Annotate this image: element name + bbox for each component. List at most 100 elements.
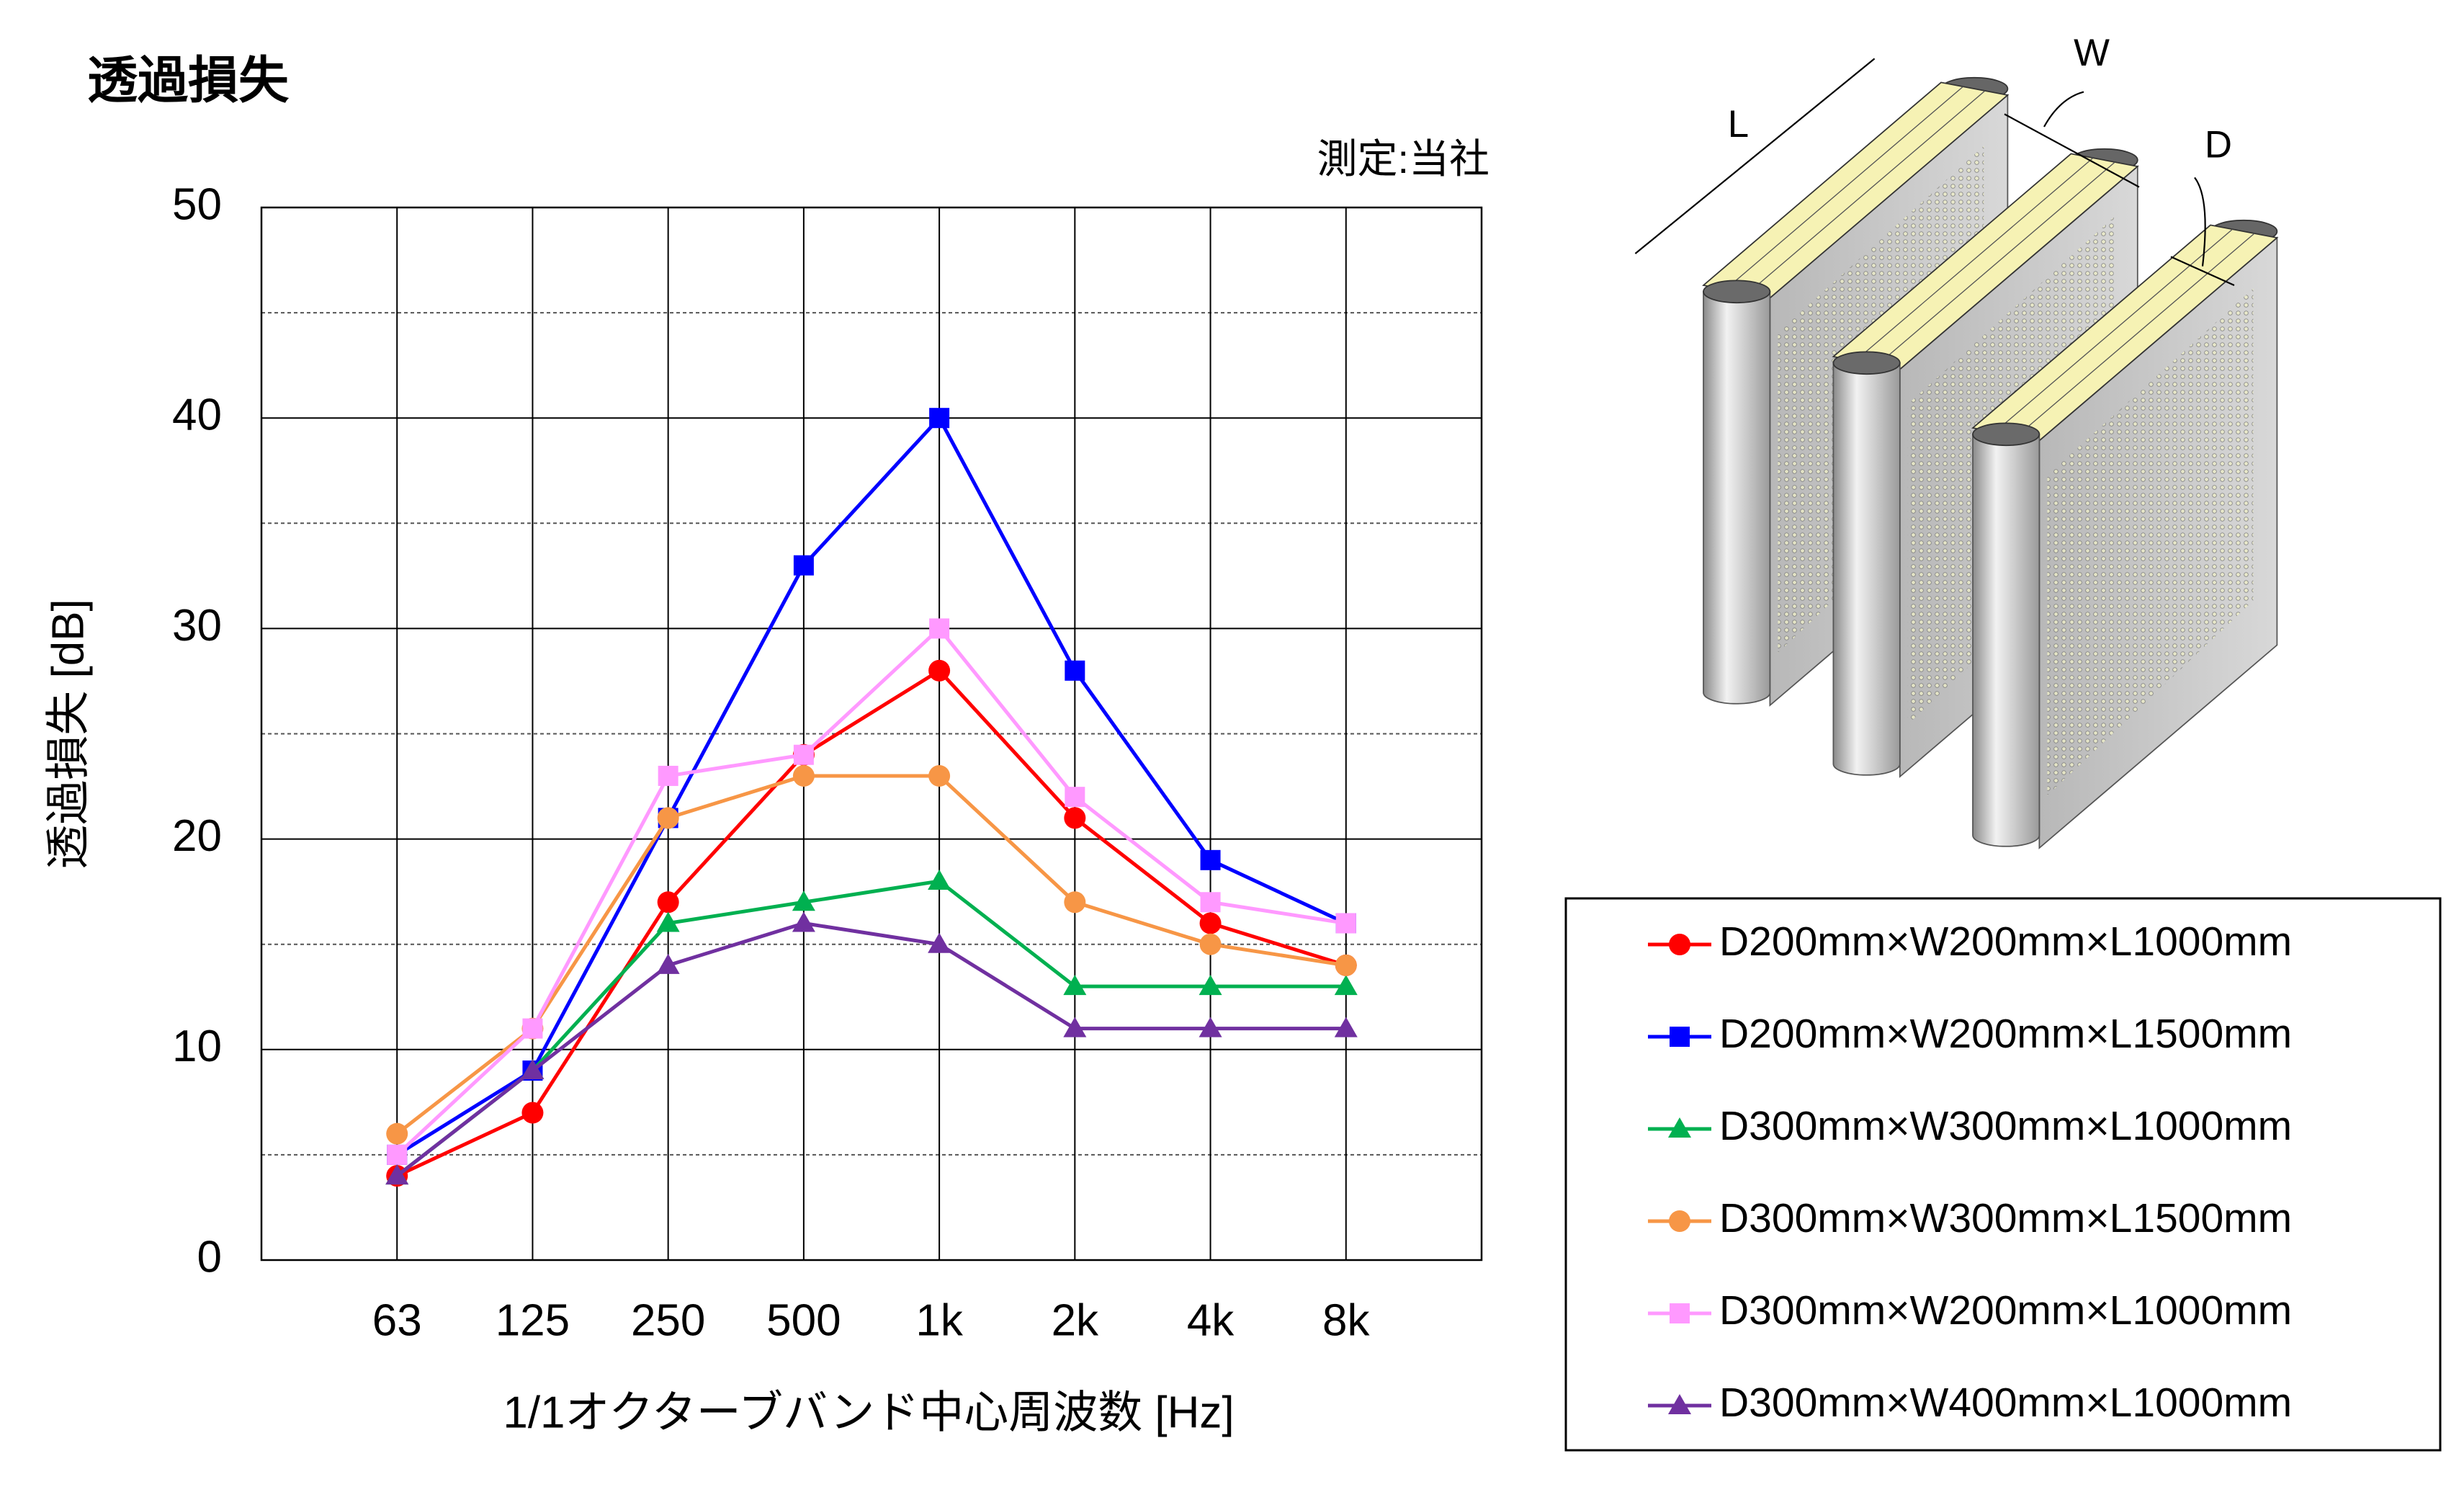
dim-line [1634, 58, 1876, 254]
y-axis-title: 透過損失 [dB] [43, 599, 93, 870]
chart-title: 透過損失 [87, 52, 290, 108]
cylinder [1703, 290, 1771, 705]
front-cap [1832, 351, 1901, 375]
legend-box [1564, 897, 2442, 1452]
data-point [1200, 892, 1221, 913]
data-point [656, 911, 680, 932]
data-point [1063, 1017, 1087, 1037]
data-point [792, 890, 815, 911]
dimension-label: W [2074, 32, 2110, 74]
panel-holes [2047, 288, 2254, 796]
data-point [793, 744, 814, 765]
data-point [792, 764, 815, 787]
x-tick-label: 500 [766, 1295, 841, 1345]
x-tick-label: 1k [915, 1295, 963, 1345]
series-line [396, 669, 1347, 1178]
data-point [928, 659, 951, 682]
data-point [1064, 807, 1086, 829]
legend-marker [1670, 1303, 1690, 1323]
y-tick-label: 40 [172, 390, 222, 440]
dim-leader [2194, 177, 2206, 267]
x-tick-label: 8k [1322, 1295, 1370, 1345]
legend-marker [1668, 1117, 1691, 1138]
data-point [928, 932, 951, 953]
data-point [657, 807, 679, 829]
data-point [793, 555, 814, 576]
legend-label: D300mm×W200mm×L1000mm [1719, 1287, 2292, 1334]
data-point [929, 618, 950, 639]
data-point [928, 764, 951, 787]
data-point [522, 1018, 543, 1039]
data-point [1334, 1017, 1358, 1037]
top-line [1994, 228, 2233, 433]
cylinder [1832, 362, 1901, 776]
data-point [387, 1144, 408, 1165]
legend-marker [1668, 1394, 1691, 1414]
front-cap [1972, 422, 2040, 447]
legend-label: D300mm×W300mm×L1500mm [1719, 1195, 2292, 1241]
data-point [1200, 849, 1221, 870]
dimension-label: L [1728, 103, 1749, 146]
x-tick-label: 2k [1052, 1295, 1099, 1345]
data-point [1065, 660, 1085, 681]
dim-line [2004, 113, 2140, 188]
legend-label: D300mm×W400mm×L1000mm [1719, 1380, 2292, 1426]
data-point [1063, 975, 1087, 996]
legend-marker [1669, 934, 1690, 955]
legend-label: D200mm×W200mm×L1000mm [1719, 919, 2292, 965]
data-point [929, 408, 950, 429]
legend-label: D200mm×W200mm×L1500mm [1719, 1011, 2292, 1057]
dimension-label: D [2205, 124, 2232, 166]
data-point [1199, 933, 1222, 955]
x-axis-title: 1/1オクターブバンド中心周波数 [Hz] [503, 1388, 1234, 1437]
top-line [1876, 161, 2115, 366]
top-line [1747, 90, 1986, 295]
data-point [1335, 913, 1356, 934]
top-line [1855, 157, 2094, 362]
series-line [395, 416, 1347, 1157]
top-line [1725, 86, 1963, 290]
front-cap [1703, 280, 1771, 304]
x-tick-label: 250 [631, 1295, 705, 1345]
diagram: L W D [1634, 32, 2279, 849]
data-point [386, 1122, 408, 1145]
x-tick-label: 125 [496, 1295, 570, 1345]
data-point [658, 765, 678, 786]
data-point [385, 1164, 409, 1185]
series-line [395, 879, 1346, 1178]
data-point [521, 1059, 545, 1080]
dim-leader [2043, 91, 2084, 128]
data-point [521, 1102, 544, 1124]
y-tick-label: 0 [197, 1232, 222, 1282]
data-point [792, 911, 815, 932]
plot-border [260, 206, 1483, 1262]
data-point [1199, 1017, 1222, 1037]
series-line [395, 774, 1347, 1135]
dim-line [2170, 256, 2235, 287]
data-point [1199, 975, 1222, 996]
data-point [657, 891, 679, 914]
data-point [1064, 891, 1086, 914]
y-tick-label: 10 [172, 1022, 222, 1071]
legend-marker [1670, 1027, 1690, 1047]
y-tick-label: 20 [172, 811, 222, 861]
legend-marker [1669, 1210, 1690, 1232]
x-tick-label: 63 [372, 1295, 422, 1345]
note: 測定:当社 [1317, 136, 1489, 182]
data-point [928, 870, 951, 890]
series-line [395, 626, 1347, 1156]
x-tick-label: 4k [1187, 1295, 1235, 1345]
y-tick-label: 30 [172, 601, 222, 651]
data-point [1065, 787, 1085, 808]
cylinder [1972, 433, 2040, 847]
data-point [1199, 912, 1222, 934]
y-tick-label: 50 [172, 179, 222, 229]
series-line [395, 921, 1346, 1178]
top-line [2016, 233, 2255, 437]
data-point [1334, 975, 1358, 996]
data-point [1335, 954, 1357, 976]
legend-label: D300mm×W300mm×L1000mm [1719, 1103, 2292, 1149]
data-point [656, 953, 680, 974]
